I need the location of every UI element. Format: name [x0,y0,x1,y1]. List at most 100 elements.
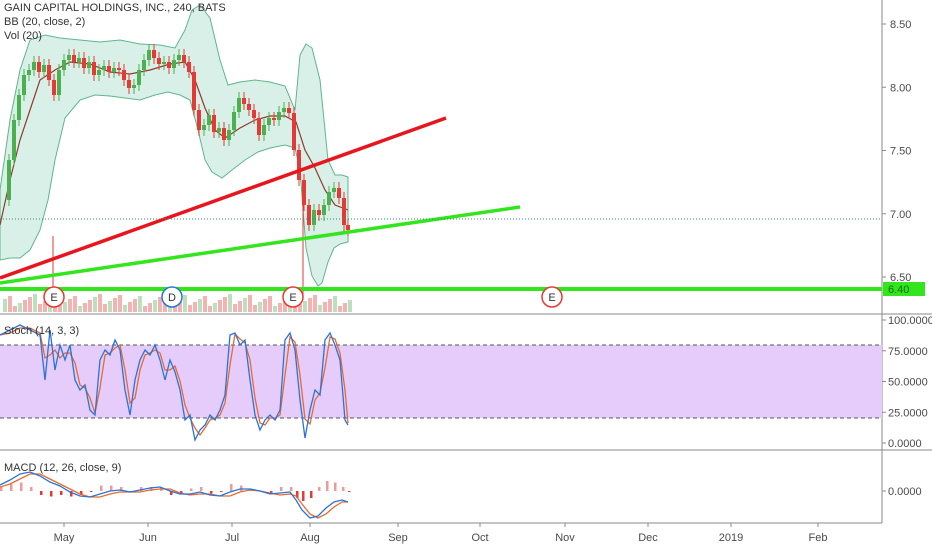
volume-bar [28,297,32,312]
volume-bar [188,305,192,312]
volume-bar [93,297,97,312]
candle-body [247,104,251,110]
stoch-d-line [0,327,349,437]
macd-indicator-label[interactable]: MACD (12, 26, close, 9) [4,462,122,474]
stoch-band-fill [0,345,882,418]
candle-body [37,62,41,72]
macd-tick-label: 0.0000 [888,486,922,498]
volume-indicator-label[interactable]: Vol (20) [4,30,42,42]
volume-bar [113,298,117,312]
macd-hist-bar [230,484,233,491]
macd-line [0,471,349,519]
volume-bar [8,296,12,312]
candle-body [7,160,11,200]
volume-bar [318,305,322,312]
stoch-tick-label: 25.0000 [888,407,928,419]
volume-bar [23,300,27,312]
candle-body [157,58,161,64]
macd-hist-bar [80,491,83,495]
volume-bar [138,296,142,312]
price-axis[interactable]: 8.50 8.00 7.50 7.00 6.50 [882,19,911,284]
macd-hist-bar [170,491,173,495]
candle-body [67,55,71,60]
candle-body [12,120,16,160]
volume-bar [168,304,172,312]
volume-bar [283,300,287,312]
candle-body [147,50,151,60]
macd-hist-bar [140,487,143,491]
candle-body [257,118,261,135]
candle-body [322,205,326,215]
earnings-marker[interactable] [282,286,304,308]
candle-body [287,108,291,113]
stoch-tick-label: 50.0000 [888,377,928,389]
macd-axis[interactable]: 0.0000 [882,486,922,498]
volume-bar [148,303,152,312]
candle-body [346,225,350,230]
volume-bar [203,296,207,312]
green-trendline[interactable] [0,205,521,285]
bollinger-band-fill [0,4,349,287]
earnings-marker[interactable] [541,286,563,308]
time-tick-label: Oct [471,532,488,544]
price-tick-label: 8.50 [890,19,911,31]
earnings-marker[interactable] [43,286,65,308]
price-tick-label: 8.00 [890,82,911,94]
macd-hist-bar [200,487,203,491]
macd-hist-bar [296,491,299,498]
candle-body [32,62,36,70]
candle-body [117,68,121,70]
candle-body [82,58,86,68]
macd-hist-bar [318,487,321,491]
macd-hist-bar [190,488,193,491]
macd-hist-bar [110,485,113,491]
volume-bar [228,294,232,312]
volume-bar [303,301,307,312]
candle-body [207,115,211,125]
stoch-axis[interactable]: 100.0000 75.0000 50.0000 25.0000 0.0000 [882,315,932,450]
candle-body [227,130,231,140]
volume-bar [238,301,242,312]
candle-body [167,62,171,68]
candle-body [177,55,181,60]
candle-body [137,70,141,85]
volume-bar [68,299,72,312]
macd-hist-bar [280,487,283,491]
macd-hist-bar [10,484,13,491]
macd-hist-bar [40,491,43,495]
volume-bar [263,299,267,312]
macd-hist-bar [326,481,329,491]
volume-bar [128,302,132,312]
price-tick-label: 7.50 [890,146,911,158]
volume-bar [273,306,277,312]
candle-body [272,118,276,120]
volume-bar [218,300,222,312]
stoch-indicator-label[interactable]: Stoch (14, 3, 3) [4,325,80,337]
time-axis[interactable]: May Jun Jul Aug Sep Oct Nov Dec 2019 Feb [54,523,828,544]
time-tick-label: Jun [139,532,157,544]
volume-bar [123,305,127,312]
candle-body [92,62,96,75]
volume-bar [153,300,157,312]
macd-hist-bar [310,491,313,498]
candle-body [162,62,166,64]
volume-bar [73,296,77,312]
time-tick-label: 2019 [719,532,743,544]
volume-bar [338,306,342,312]
bb-indicator-label[interactable]: BB (20, close, 2) [4,16,86,28]
candle-body [212,115,216,132]
volume-bar [323,302,327,312]
dividend-marker[interactable] [161,286,183,308]
time-tick-label: Nov [555,532,575,544]
volume-bar [118,295,122,312]
candle-body [102,66,106,70]
red-trendline[interactable] [0,116,447,280]
candle-body [182,55,186,62]
volume-bar [103,304,107,312]
candle-body [302,180,306,205]
volume-bar [278,303,282,312]
macd-hist-bar [302,491,305,501]
volume-bar [313,295,317,312]
